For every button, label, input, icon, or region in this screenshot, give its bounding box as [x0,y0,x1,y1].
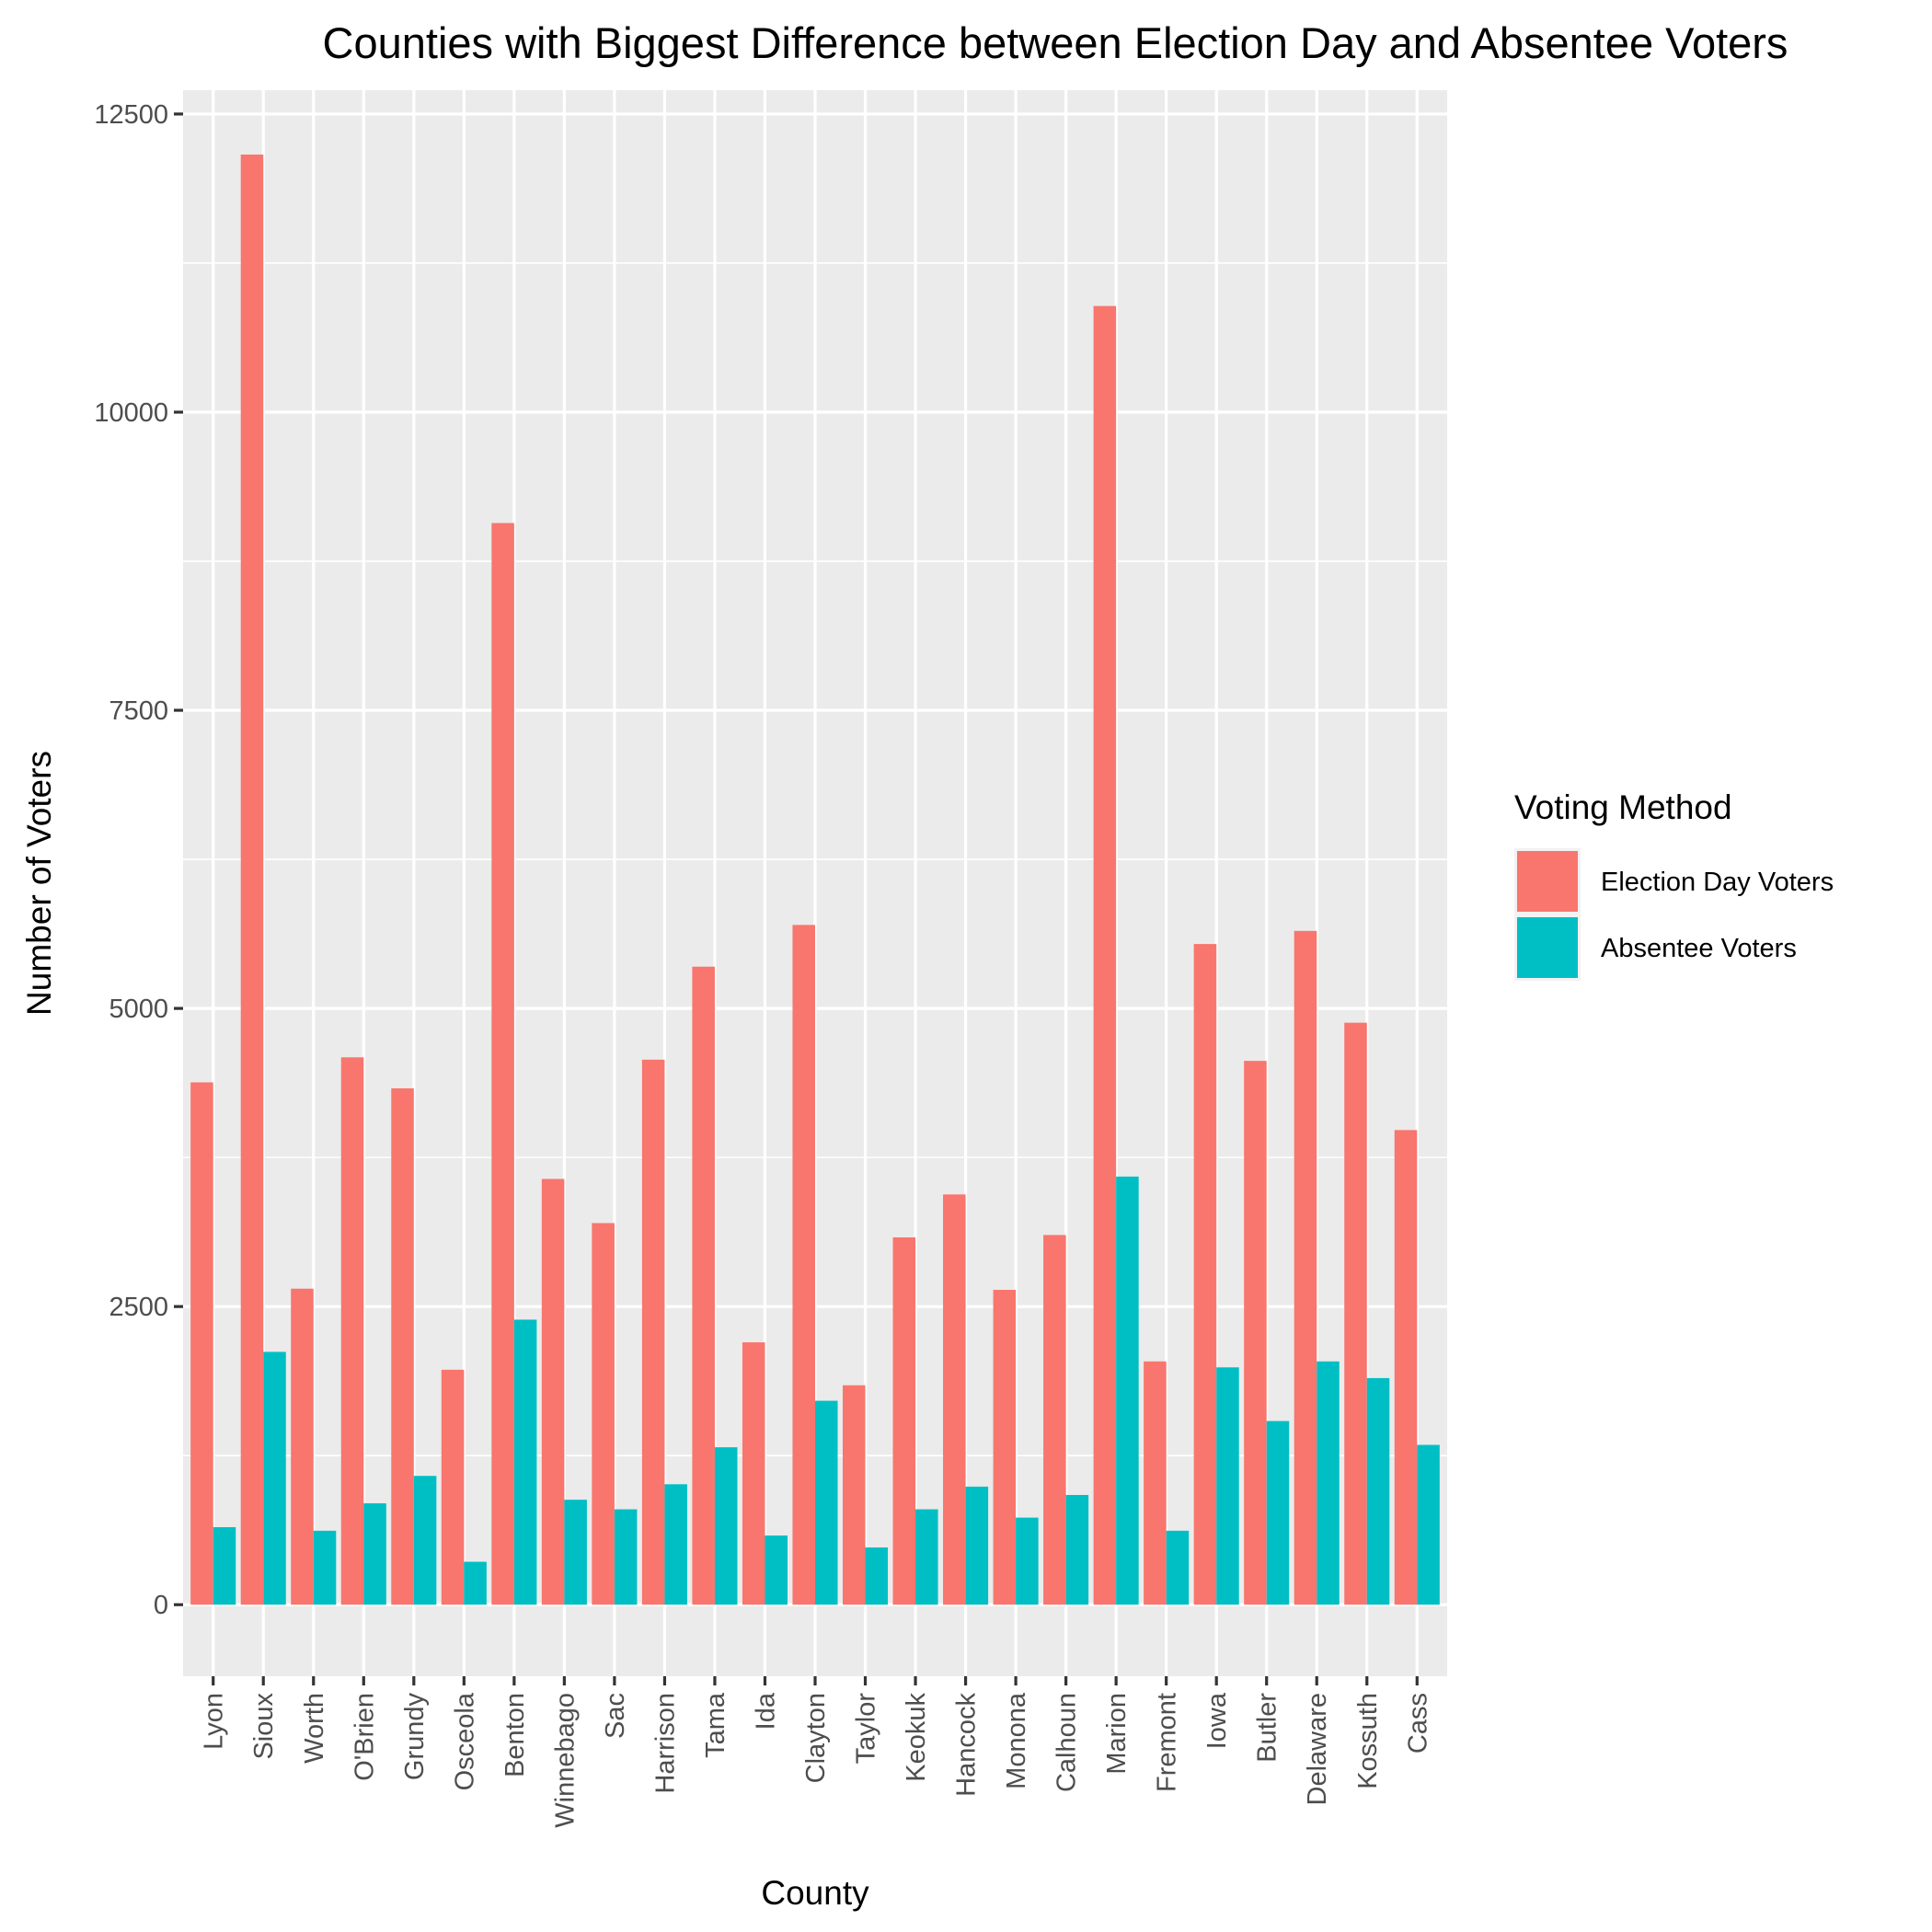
legend-label: Election Day Voters [1601,868,1834,897]
legend-title: Voting Method [1514,788,1732,826]
bar-election-day [892,1236,916,1605]
bar-absentee [1065,1494,1089,1605]
legend-label: Absentee Voters [1601,934,1797,963]
bar-absentee [714,1447,738,1605]
x-tick-label: Fremont [1153,1693,1182,1792]
x-tick-label: Benton [500,1693,530,1777]
bar-election-day [491,523,514,1605]
chart-title: Counties with Biggest Difference between… [323,18,1788,67]
x-tick-label: Worth [300,1693,329,1764]
bar-absentee [263,1351,286,1605]
bar-election-day [541,1179,565,1605]
x-tick-label: Clayton [801,1693,831,1783]
legend: Voting Method Election Day Voters Absente… [1514,788,1834,981]
x-tick-label: Iowa [1202,1692,1232,1749]
bar-absentee [1266,1420,1290,1605]
x-tick-label: Monona [1002,1692,1031,1789]
x-tick-label: Marion [1102,1693,1132,1775]
bar-absentee [313,1530,337,1605]
bar-absentee [1417,1444,1440,1605]
bar-absentee [1216,1367,1239,1605]
x-tick-label: Winnebago [550,1693,580,1828]
x-tick-label: Ida [751,1692,780,1730]
bar-absentee [765,1535,788,1605]
bar-absentee [865,1547,889,1605]
x-tick-label: Butler [1253,1693,1282,1763]
bar-election-day [1043,1235,1066,1605]
bar-absentee [1016,1517,1039,1605]
bar-election-day [1294,930,1317,1605]
bar-election-day [391,1087,414,1605]
bar-election-day [993,1290,1017,1605]
x-tick-label: Sac [601,1693,630,1739]
x-axis: Lyon Sioux Worth O'Brien Grundy Osceola Benton… [200,1676,1432,1828]
bar-election-day [592,1223,615,1605]
bar-election-day [792,925,815,1605]
bar-election-day [340,1057,364,1605]
bar-absentee [1317,1361,1340,1605]
bar-absentee [815,1400,838,1605]
bar-absentee [1116,1176,1139,1605]
bar-election-day [1193,944,1217,1605]
y-axis: 0 2500 5000 7500 10000 12500 [94,100,183,1620]
bar-election-day [291,1288,314,1605]
y-axis-title: Number of Voters [20,751,58,1016]
x-tick-label: Cass [1403,1693,1432,1754]
y-tick-label: 7500 [109,696,168,726]
x-tick-label: Harrison [650,1693,680,1794]
legend-swatch [1517,917,1578,978]
bars [190,154,1440,1605]
bar-absentee [564,1500,587,1605]
x-tick-label: Keokuk [902,1693,931,1782]
bar-election-day [692,966,715,1605]
x-tick-label: Kossuth [1353,1693,1383,1789]
legend-swatch [1517,851,1578,912]
bar-election-day [441,1369,465,1605]
bar-absentee [664,1484,687,1605]
y-tick-label: 12500 [94,100,168,130]
bar-election-day [641,1059,665,1605]
x-tick-label: Hancock [952,1693,982,1797]
x-axis-title: County [761,1874,869,1912]
bar-election-day [742,1342,765,1605]
x-tick-label: Delaware [1303,1693,1332,1806]
x-tick-label: Sioux [249,1693,279,1760]
x-tick-label: Lyon [200,1693,229,1750]
bar-election-day [943,1194,966,1605]
bar-election-day [1144,1361,1167,1605]
y-tick-label: 2500 [109,1293,168,1322]
bar-absentee [965,1486,989,1605]
x-tick-label: Osceola [450,1692,479,1790]
bar-absentee [614,1509,638,1605]
y-tick-label: 10000 [94,398,168,428]
y-tick-label: 5000 [109,995,168,1024]
bar-election-day [190,1082,213,1605]
bar-absentee [513,1319,537,1605]
bar-election-day [1093,305,1117,1605]
bar-absentee [363,1503,386,1605]
x-tick-label: Tama [701,1692,730,1758]
bar-absentee [413,1476,437,1605]
bar-election-day [842,1385,866,1605]
legend-items: Election Day Voters Absentee Voters [1514,848,1834,981]
bar-election-day [1394,1130,1418,1605]
x-tick-label: O'Brien [350,1693,379,1781]
x-tick-label: Calhoun [1052,1693,1082,1792]
bar-election-day [1244,1061,1267,1605]
bar-election-day [240,154,264,1605]
x-tick-label: Grundy [400,1693,430,1781]
bar-absentee [213,1526,236,1605]
y-tick-label: 0 [154,1591,168,1620]
bar-absentee [1166,1530,1190,1605]
bar-absentee [464,1561,487,1605]
x-tick-label: Taylor [852,1693,881,1765]
bar-absentee [1366,1377,1390,1605]
bar-election-day [1344,1022,1367,1605]
bar-absentee [915,1509,938,1605]
